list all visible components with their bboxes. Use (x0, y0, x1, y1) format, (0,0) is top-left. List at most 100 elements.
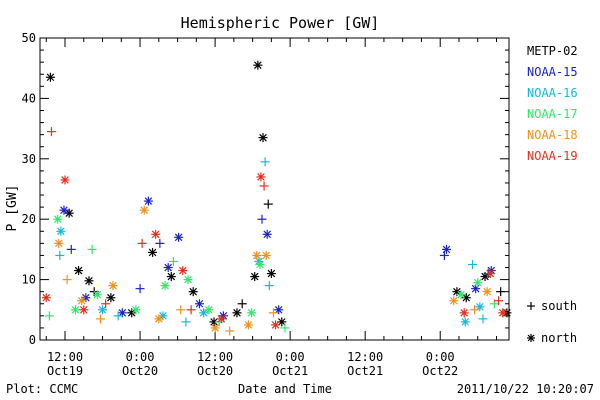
point-noaa-17-north (160, 281, 170, 291)
point-noaa-16-north (460, 317, 470, 327)
point-metp-02-north (188, 287, 198, 297)
point-noaa-16-south (181, 317, 191, 327)
point-noaa-17-north (473, 278, 483, 288)
point-noaa-18-south (268, 308, 278, 318)
point-noaa-18-north (139, 205, 149, 215)
chart-title: Hemispheric Power [GW] (181, 14, 380, 32)
point-noaa-18-north (482, 287, 492, 297)
point-noaa-19-north (498, 308, 508, 318)
point-noaa-18-north (108, 281, 118, 291)
x-axis-label: Date and Time (238, 382, 332, 396)
x-tick-label-date: Oct21 (347, 364, 383, 378)
point-noaa-17-south (168, 256, 178, 266)
point-noaa-15-south (439, 250, 449, 260)
point-noaa-15-north (262, 229, 272, 239)
point-noaa-16-north (475, 302, 485, 312)
point-metp-02-south (237, 299, 247, 309)
x-tick-label-time: 0:00 (126, 350, 155, 364)
point-metp-02-north (166, 272, 176, 282)
point-metp-02-north (250, 272, 260, 282)
axis-ticks: 0102030405012:00Oct190:00Oct2012:00Oct20… (22, 31, 509, 378)
plot-frame (39, 37, 510, 341)
point-noaa-15-north (174, 232, 184, 242)
x-tick-label-time: 0:00 (276, 350, 305, 364)
data-points (41, 60, 512, 336)
y-tick-label: 20 (22, 212, 36, 226)
point-noaa-16-north (56, 226, 66, 236)
legend-entry-noaa-16: NOAA-16 (527, 86, 578, 100)
point-noaa-15-south (66, 244, 76, 254)
point-noaa-18-north (154, 314, 164, 324)
point-noaa-16-south (264, 281, 274, 291)
point-noaa-19-south (186, 305, 196, 315)
point-noaa-17-south (44, 311, 54, 321)
point-noaa-17-north (204, 305, 214, 315)
x-tick-label-date: Oct21 (272, 364, 308, 378)
y-tick-label: 40 (22, 91, 36, 105)
y-tick-label: 50 (22, 31, 36, 45)
x-tick-label-date: Oct20 (122, 364, 158, 378)
point-metp-02-north (266, 269, 276, 279)
point-metp-02-north (74, 266, 84, 276)
point-noaa-15-south (135, 284, 145, 294)
x-tick-label-time: 0:00 (426, 350, 455, 364)
y-tick-label: 10 (22, 273, 36, 287)
point-noaa-17-south (280, 323, 290, 333)
point-noaa-19-north (79, 305, 89, 315)
point-noaa-15-south (257, 214, 267, 224)
plot-timestamp: 2011/10/22 10:20:07 (457, 382, 594, 396)
point-noaa-18-north (261, 250, 271, 260)
point-noaa-18-north (77, 296, 87, 306)
point-noaa-16-north (98, 305, 108, 315)
point-noaa-15-north (59, 205, 69, 215)
point-noaa-17-south (87, 244, 97, 254)
legend-marker-north (527, 334, 535, 342)
point-noaa-18-south (176, 305, 186, 315)
point-metp-02-north (277, 317, 287, 327)
point-noaa-19-south (137, 238, 147, 248)
x-tick-label-date: Oct19 (47, 364, 83, 378)
legend-marker-label-south: south (541, 299, 577, 313)
point-metp-02-north (84, 276, 94, 286)
point-metp-02-south (263, 199, 273, 209)
point-noaa-18-south (95, 314, 105, 324)
y-axis-label: P [GW] (5, 185, 20, 232)
point-metp-02-north (258, 133, 268, 143)
point-noaa-17-north (92, 290, 102, 300)
point-metp-02-north (127, 308, 137, 318)
point-noaa-15-south (155, 238, 165, 248)
legend-entry-noaa-17: NOAA-17 (527, 107, 578, 121)
legend-entry-noaa-19: NOAA-19 (527, 149, 578, 163)
x-tick-label-time: 12:00 (47, 350, 83, 364)
point-metp-02-north (106, 293, 116, 303)
point-noaa-18-north (449, 296, 459, 306)
point-metp-02-north (148, 247, 158, 257)
point-noaa-19-north (485, 269, 495, 279)
legend-marker-label-north: north (541, 331, 577, 345)
point-noaa-15-north (143, 196, 153, 206)
legend-entry-metp-02: METP-02 (527, 44, 578, 58)
point-noaa-19-north (60, 175, 70, 185)
legend: METP-02 NOAA-15 NOAA-16 NOAA-17 NOAA-18 NOAA-… (527, 44, 578, 345)
point-noaa-18-north (252, 250, 262, 260)
point-noaa-19-south (494, 296, 504, 306)
point-noaa-15-north (163, 263, 173, 273)
point-noaa-17-north (183, 275, 193, 285)
point-noaa-17-north (247, 308, 257, 318)
x-tick-label-time: 12:00 (347, 350, 383, 364)
point-noaa-19-south (46, 127, 56, 137)
point-noaa-18-north (210, 323, 220, 333)
point-metp-02-north (209, 317, 219, 327)
point-noaa-16-south (55, 250, 65, 260)
point-metp-02-south (496, 287, 506, 297)
point-noaa-17-north (456, 290, 466, 300)
point-noaa-19-north (151, 229, 161, 239)
point-noaa-19-north (271, 320, 281, 330)
point-noaa-19-south (259, 181, 269, 191)
point-noaa-18-north (54, 238, 64, 248)
point-noaa-15-north (274, 305, 284, 315)
y-tick-label: 30 (22, 152, 36, 166)
point-noaa-19-north (216, 314, 226, 324)
point-noaa-18-south (470, 305, 480, 315)
